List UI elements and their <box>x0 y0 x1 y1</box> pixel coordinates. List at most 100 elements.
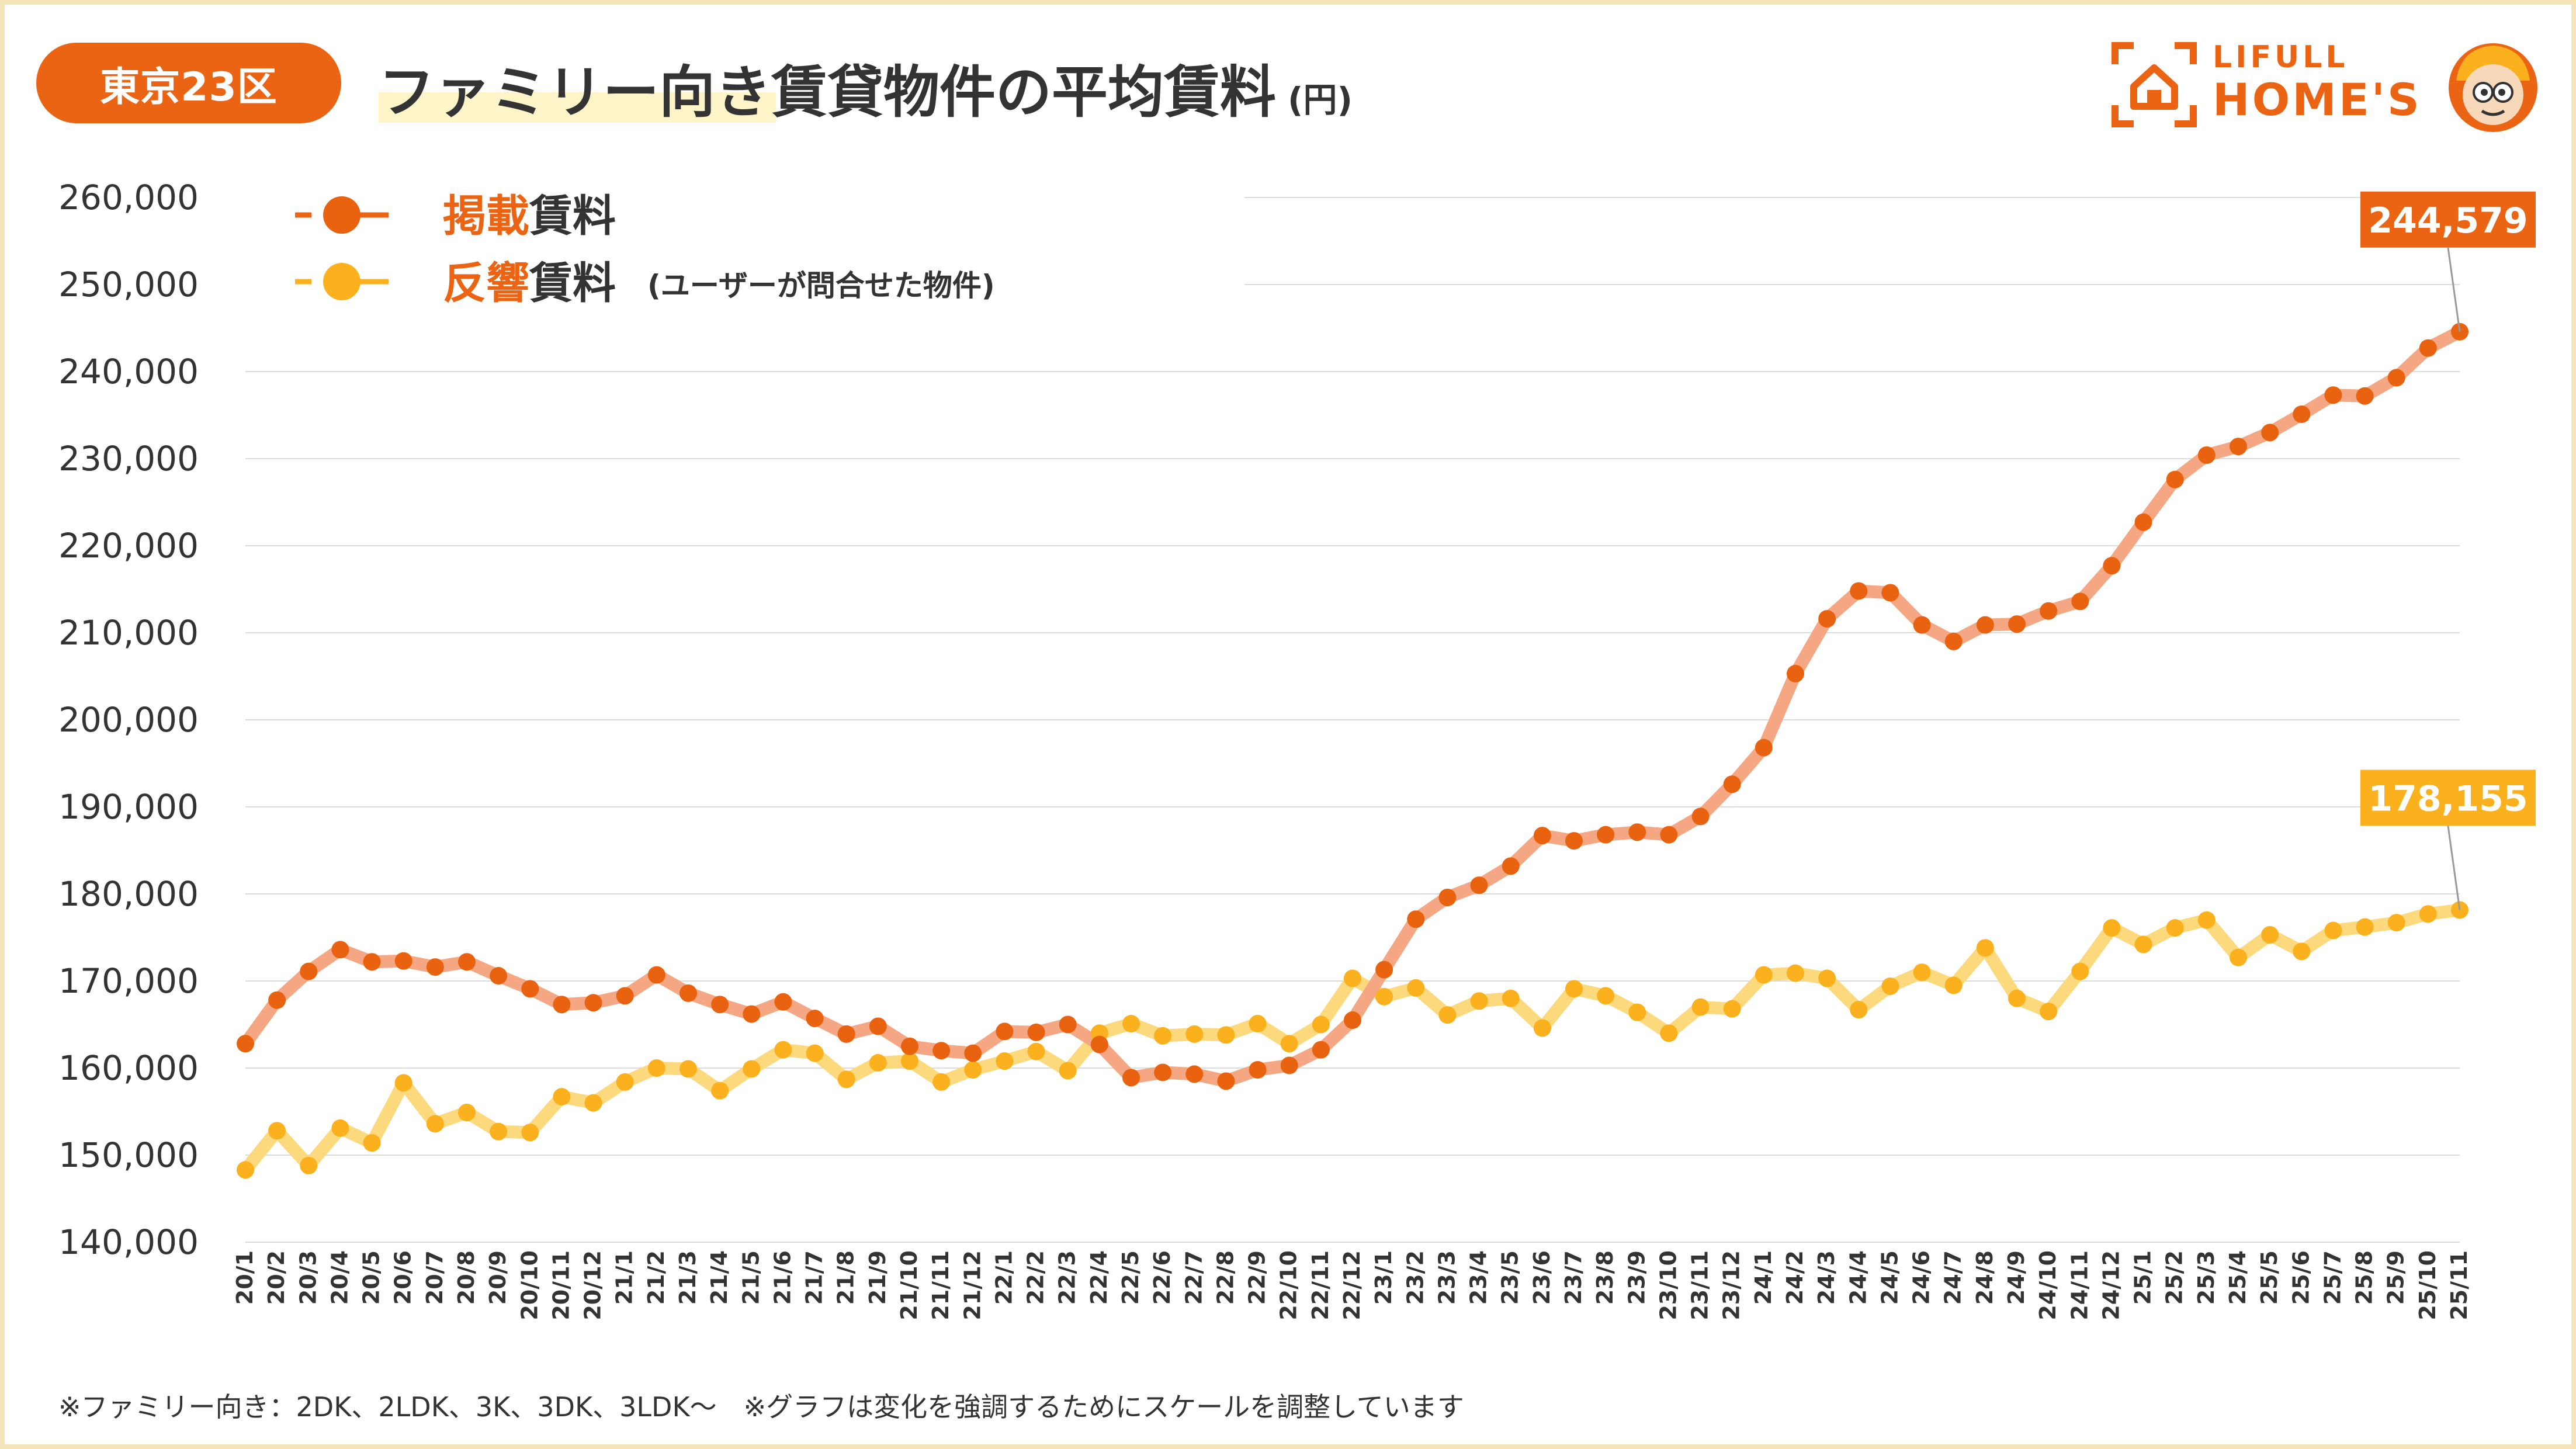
x-tick-label: 21/10 <box>896 1250 922 1320</box>
data-point-response <box>331 1119 349 1137</box>
data-point-listing <box>2230 438 2247 456</box>
data-point-response <box>1249 1015 1267 1033</box>
data-point-response <box>1280 1035 1298 1053</box>
data-point-listing <box>743 1005 761 1023</box>
callout-layer: 244,579 178,155 <box>2360 191 2536 910</box>
data-point-response <box>932 1073 951 1091</box>
x-tick-label: 23/10 <box>1655 1250 1681 1320</box>
data-point-listing <box>996 1022 1014 1041</box>
logo-text-homes: HOME'S <box>2213 74 2422 126</box>
data-point-response <box>616 1073 634 1091</box>
data-point-response <box>901 1052 918 1070</box>
data-point-listing <box>1154 1063 1172 1081</box>
data-point-response <box>584 1094 602 1112</box>
data-point-listing <box>394 952 412 970</box>
x-tick-label: 23/11 <box>1687 1250 1713 1320</box>
y-axis-ticks: 260,000 250,000 240,000 230,000 220,000 210,0… <box>58 178 199 1262</box>
callout-leader <box>2447 826 2461 910</box>
data-point-listing <box>1976 616 1994 634</box>
title-unit: (円) <box>1288 80 1353 120</box>
data-point-response <box>1407 979 1425 997</box>
x-tick-label: 20/5 <box>359 1250 384 1305</box>
y-tick-label: 250,000 <box>58 265 199 304</box>
x-tick-label: 22/11 <box>1308 1250 1333 1320</box>
series-line-listing <box>239 325 2466 1088</box>
data-point-response <box>1944 976 1963 994</box>
x-tick-label: 21/2 <box>643 1250 669 1305</box>
data-point-listing <box>1059 1015 1077 1034</box>
data-point-response <box>1628 1003 1646 1021</box>
data-point-response <box>1533 1019 1551 1037</box>
y-tick-label: 210,000 <box>58 613 199 653</box>
x-tick-label: 24/4 <box>1845 1250 1871 1305</box>
data-point-listing <box>2040 602 2058 620</box>
x-tick-label: 21/11 <box>928 1250 954 1320</box>
data-point-listing <box>2008 615 2026 633</box>
data-point-response <box>1660 1024 1678 1042</box>
x-tick-label: 20/7 <box>422 1250 448 1305</box>
data-point-listing <box>1818 610 1836 628</box>
data-point-listing <box>1755 739 1773 757</box>
x-tick-label: 21/8 <box>833 1250 859 1305</box>
data-point-response <box>1375 987 1393 1006</box>
data-point-listing <box>2419 339 2437 357</box>
y-tick-label: 220,000 <box>58 526 199 566</box>
y-tick-label: 190,000 <box>58 787 199 827</box>
data-point-listing <box>616 987 634 1005</box>
x-tick-label: 22/6 <box>1149 1250 1175 1305</box>
y-tick-label: 160,000 <box>58 1048 199 1088</box>
data-point-listing <box>584 994 602 1012</box>
data-point-listing <box>363 953 381 971</box>
data-point-listing <box>806 1010 824 1028</box>
data-point-response <box>806 1044 824 1062</box>
data-point-listing <box>1850 582 1868 600</box>
y-tick-label: 170,000 <box>58 961 199 1001</box>
legend-item-listing: 掲載賃料 <box>295 191 616 241</box>
data-point-response <box>2071 962 2089 980</box>
data-point-listing <box>837 1025 855 1043</box>
data-point-response <box>1185 1025 1204 1043</box>
data-point-listing <box>1122 1069 1140 1087</box>
legend: 掲載賃料 反響賃料 (ユーザーが問合せた物件) <box>295 191 995 308</box>
x-tick-label: 22/7 <box>1181 1250 1206 1305</box>
data-point-listing <box>1533 827 1551 845</box>
x-tick-label: 25/9 <box>2383 1250 2409 1305</box>
x-tick-label: 21/5 <box>738 1250 764 1305</box>
mascot-icon <box>2449 43 2537 132</box>
x-tick-label: 24/10 <box>2035 1250 2061 1320</box>
data-point-listing <box>869 1017 887 1035</box>
legend-note-response: (ユーザーが問合せた物件) <box>647 269 995 303</box>
x-tick-label: 25/7 <box>2320 1250 2345 1305</box>
data-point-response <box>711 1081 729 1100</box>
data-point-listing <box>901 1037 918 1055</box>
callout-leader <box>2447 247 2461 332</box>
x-tick-label: 24/12 <box>2098 1250 2124 1320</box>
data-point-response <box>2324 921 2342 940</box>
data-point-response <box>426 1115 444 1133</box>
x-tick-label: 25/1 <box>2130 1250 2156 1305</box>
data-point-response <box>553 1088 571 1106</box>
x-tick-label: 22/9 <box>1244 1250 1270 1305</box>
y-tick-label: 180,000 <box>58 874 199 914</box>
x-tick-label: 23/3 <box>1434 1250 1459 1305</box>
x-tick-label: 24/7 <box>1940 1250 1966 1305</box>
legend-marker-dot-listing <box>323 196 360 234</box>
data-point-response <box>1565 980 1583 998</box>
data-point-listing <box>1375 961 1393 979</box>
x-tick-label: 23/4 <box>1466 1250 1492 1305</box>
data-point-response <box>2261 926 2279 944</box>
data-point-response <box>1787 964 1804 982</box>
x-tick-label: 21/3 <box>675 1250 701 1305</box>
data-point-response <box>1059 1062 1077 1080</box>
x-tick-label: 23/5 <box>1497 1250 1523 1305</box>
data-point-listing <box>553 996 571 1014</box>
data-point-response <box>1818 969 1836 987</box>
x-tick-label: 24/6 <box>1909 1250 1934 1305</box>
x-tick-label: 25/5 <box>2256 1250 2282 1305</box>
callout-value: 244,579 <box>2368 200 2528 241</box>
x-tick-label: 22/12 <box>1339 1250 1365 1320</box>
x-tick-label: 23/8 <box>1592 1250 1618 1305</box>
data-point-response <box>2040 1003 2058 1021</box>
x-tick-label: 23/12 <box>1719 1250 1745 1320</box>
